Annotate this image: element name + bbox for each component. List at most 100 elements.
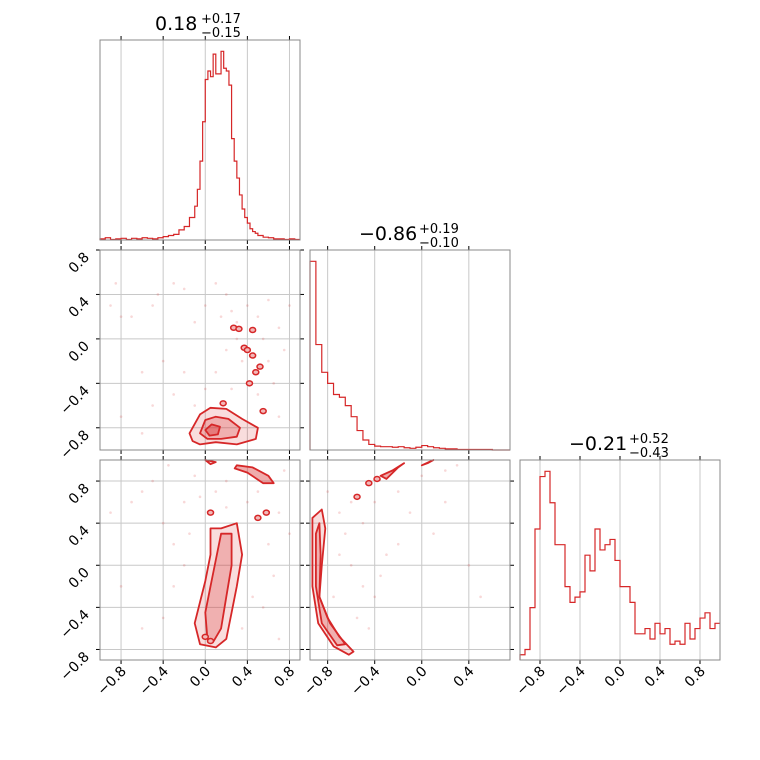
sample-point bbox=[455, 463, 459, 467]
sample-point bbox=[251, 595, 254, 599]
sample-point bbox=[277, 637, 281, 641]
panel-frame bbox=[309, 459, 511, 661]
title-minus: −0.10 bbox=[419, 236, 459, 251]
panel-frame bbox=[519, 459, 721, 661]
panel-frame bbox=[309, 249, 511, 451]
sample-point bbox=[140, 490, 144, 493]
sample-point bbox=[161, 616, 165, 620]
sample-point bbox=[367, 627, 371, 630]
sample-point bbox=[385, 553, 388, 557]
sample-point bbox=[373, 595, 377, 599]
contour-island bbox=[243, 346, 252, 354]
sample-point bbox=[277, 326, 281, 330]
contour-island bbox=[206, 509, 215, 516]
y-tick-label: −0.4 bbox=[57, 383, 92, 418]
sample-point bbox=[235, 337, 239, 341]
sample-point bbox=[467, 563, 471, 567]
sample-point bbox=[214, 282, 218, 285]
sample-point bbox=[361, 585, 365, 588]
density-contour bbox=[204, 459, 217, 466]
contour-island bbox=[254, 514, 262, 522]
sample-point bbox=[182, 287, 186, 291]
y-tick-label: −0.8 bbox=[57, 649, 92, 684]
x-tick-label: −0.4 bbox=[137, 663, 172, 698]
sample-point bbox=[256, 393, 260, 396]
x-tick-label: 0.4 bbox=[642, 663, 669, 690]
contour-island bbox=[365, 479, 373, 487]
title-param2: −0.86 +0.19 −0.10 bbox=[359, 222, 459, 251]
panel-histogram-param2 bbox=[309, 246, 511, 454]
sample-point bbox=[261, 606, 265, 609]
sample-point bbox=[277, 415, 281, 418]
sample-point bbox=[267, 359, 270, 363]
sample-point bbox=[373, 500, 377, 504]
sample-point bbox=[156, 293, 160, 296]
y-tick-label: −0.8 bbox=[57, 427, 92, 462]
sample-point bbox=[230, 309, 233, 313]
sample-point bbox=[193, 404, 197, 407]
sample-point bbox=[338, 511, 341, 514]
sample-point bbox=[396, 490, 400, 493]
sample-point bbox=[161, 521, 165, 525]
x-tick-label: −0.4 bbox=[348, 663, 383, 698]
panel-frame bbox=[99, 39, 301, 241]
contour-island bbox=[219, 400, 227, 407]
sample-point bbox=[151, 304, 154, 307]
title-main: −0.86 bbox=[359, 223, 417, 245]
histogram-step-line bbox=[99, 50, 300, 241]
sample-point bbox=[182, 500, 186, 504]
sample-point bbox=[288, 304, 291, 307]
sample-point bbox=[272, 574, 275, 578]
contour-island bbox=[373, 475, 381, 483]
panel-scatter-param2-param3: −0.8 −0.4 0.0 0.4 bbox=[301, 456, 514, 699]
x-tick-label: −0.4 bbox=[553, 663, 588, 698]
sample-point bbox=[225, 348, 228, 352]
title-plus: +0.17 bbox=[201, 12, 241, 27]
sample-point bbox=[172, 393, 175, 396]
sample-point bbox=[349, 563, 353, 567]
density-contour bbox=[233, 464, 275, 485]
histogram-step-line bbox=[309, 260, 510, 451]
density-contour bbox=[379, 462, 405, 480]
sample-point bbox=[282, 469, 286, 472]
sample-point bbox=[188, 532, 191, 535]
x-tick-label: −0.8 bbox=[513, 664, 548, 699]
sample-point bbox=[261, 337, 265, 341]
sample-point bbox=[420, 474, 424, 478]
title-minus: −0.43 bbox=[629, 446, 669, 461]
sample-point bbox=[256, 315, 260, 318]
contour-island bbox=[262, 509, 271, 516]
sample-point bbox=[361, 521, 365, 525]
x-tick-label: 0.8 bbox=[271, 664, 298, 691]
sample-point bbox=[161, 359, 165, 363]
sample-point bbox=[109, 304, 112, 307]
title-param1: 0.18 +0.17 −0.15 bbox=[155, 12, 241, 41]
contour-island bbox=[252, 368, 260, 376]
sample-point bbox=[246, 500, 249, 504]
title-plus: +0.19 bbox=[419, 222, 459, 237]
sample-point bbox=[182, 370, 186, 374]
contour-island bbox=[245, 380, 254, 387]
y-tick-label: 0.0 bbox=[66, 338, 93, 365]
panel-scatter-param1-param3: −0.8−0.40.00.40.8−0.8 −0.4 0.0 0.4 0.8 bbox=[57, 456, 304, 699]
title-main: 0.18 bbox=[155, 13, 197, 35]
sample-point bbox=[379, 574, 382, 578]
sample-point bbox=[396, 542, 400, 546]
histogram-step-line bbox=[519, 470, 720, 660]
sample-point bbox=[288, 532, 291, 535]
contour-island bbox=[256, 363, 264, 370]
panel-frame bbox=[99, 459, 301, 661]
density-contour bbox=[188, 406, 259, 446]
x-tick-label: 0.4 bbox=[229, 663, 256, 690]
sample-point bbox=[349, 500, 353, 504]
sample-point bbox=[246, 304, 249, 307]
sample-point bbox=[167, 463, 170, 467]
panel-histogram-param1 bbox=[99, 36, 301, 244]
sample-point bbox=[203, 304, 207, 307]
sample-point bbox=[172, 585, 175, 588]
sample-point bbox=[277, 511, 281, 514]
sample-point bbox=[408, 511, 412, 514]
sample-point bbox=[119, 315, 123, 318]
sample-point bbox=[114, 282, 118, 285]
